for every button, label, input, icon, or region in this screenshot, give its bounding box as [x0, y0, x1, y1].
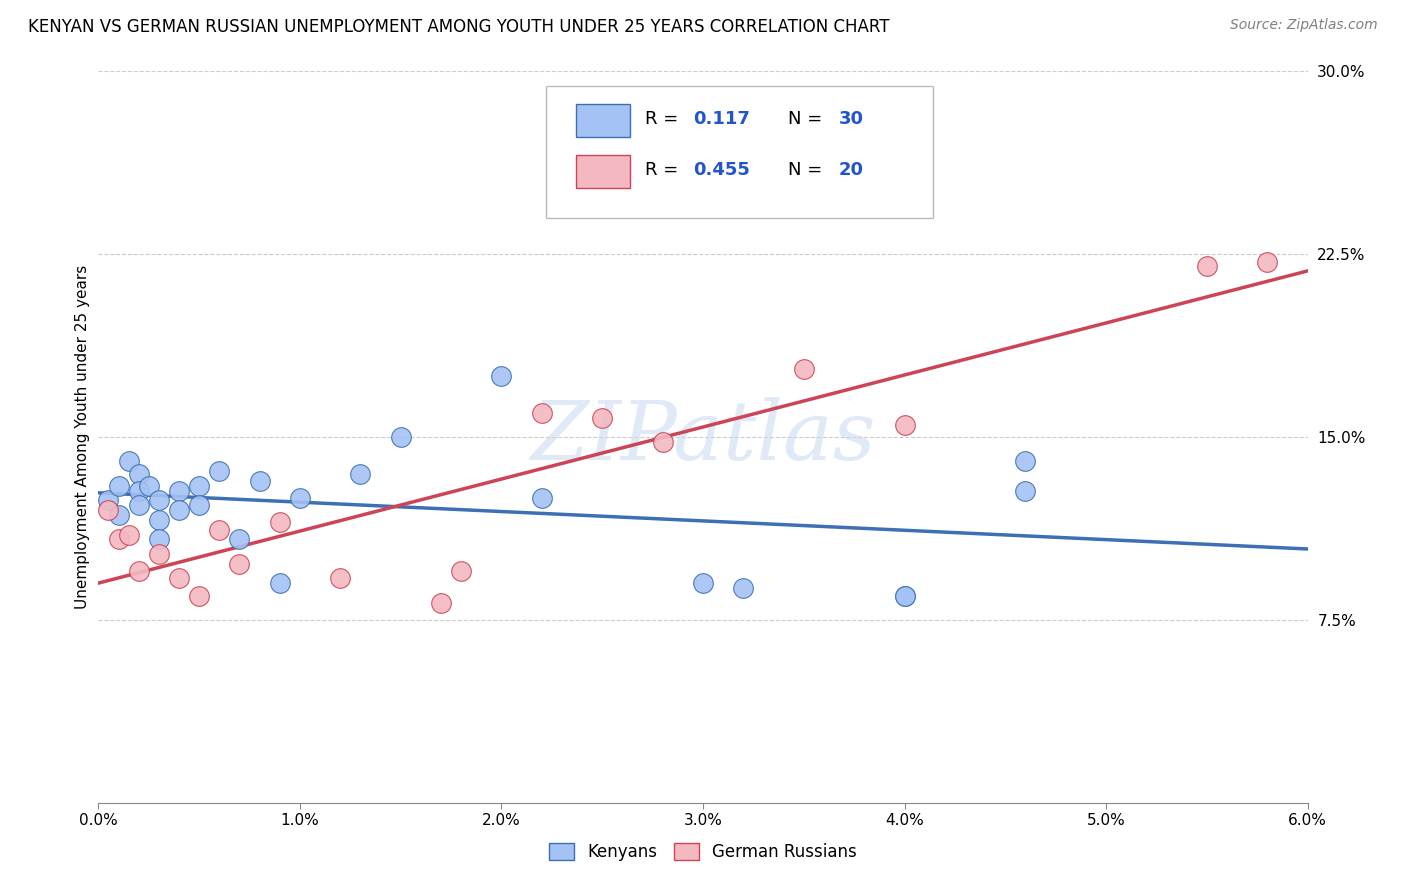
Text: ZIPatlas: ZIPatlas — [530, 397, 876, 477]
Point — [208, 464, 231, 478]
Text: 0.117: 0.117 — [693, 110, 751, 128]
Point — [530, 406, 553, 420]
FancyBboxPatch shape — [576, 155, 630, 188]
Point — [167, 572, 190, 586]
Point — [97, 493, 120, 508]
Point — [288, 491, 311, 505]
Point — [349, 467, 371, 481]
Text: Source: ZipAtlas.com: Source: ZipAtlas.com — [1230, 18, 1378, 32]
Point — [167, 483, 190, 498]
Point — [269, 576, 291, 591]
Point — [1014, 454, 1036, 468]
Point — [188, 589, 211, 603]
Point — [450, 564, 472, 578]
FancyBboxPatch shape — [546, 86, 932, 218]
Point — [118, 454, 141, 468]
Point — [530, 491, 553, 505]
Point — [1014, 483, 1036, 498]
Point — [107, 508, 129, 522]
Point — [128, 499, 150, 513]
Point — [329, 572, 352, 586]
Point — [651, 434, 673, 449]
Point — [430, 596, 453, 610]
Point — [128, 564, 150, 578]
Point — [793, 361, 815, 376]
Text: N =: N = — [787, 161, 828, 179]
Point — [148, 493, 170, 508]
Point — [148, 513, 170, 527]
Text: 30: 30 — [838, 110, 863, 128]
Point — [692, 576, 714, 591]
Point — [107, 533, 129, 547]
FancyBboxPatch shape — [576, 104, 630, 137]
Text: R =: R = — [645, 161, 683, 179]
Text: 20: 20 — [838, 161, 863, 179]
Point — [389, 430, 412, 444]
Point — [228, 533, 250, 547]
Point — [148, 547, 170, 561]
Point — [228, 557, 250, 571]
Point — [893, 589, 915, 603]
Point — [128, 483, 150, 498]
Point — [148, 533, 170, 547]
Point — [893, 589, 915, 603]
Point — [1195, 260, 1218, 274]
Text: R =: R = — [645, 110, 683, 128]
Point — [208, 523, 231, 537]
Point — [269, 516, 291, 530]
Text: 0.455: 0.455 — [693, 161, 751, 179]
Legend: Kenyans, German Russians: Kenyans, German Russians — [543, 836, 863, 868]
Point — [249, 474, 271, 488]
Point — [167, 503, 190, 517]
Point — [491, 369, 513, 384]
Point — [733, 581, 755, 595]
Text: N =: N = — [787, 110, 828, 128]
Point — [118, 527, 141, 541]
Point — [138, 479, 160, 493]
Point — [893, 417, 915, 432]
Point — [97, 503, 120, 517]
Point — [188, 499, 211, 513]
Point — [1256, 254, 1278, 268]
Point — [128, 467, 150, 481]
Y-axis label: Unemployment Among Youth under 25 years: Unemployment Among Youth under 25 years — [75, 265, 90, 609]
Point — [188, 479, 211, 493]
Text: KENYAN VS GERMAN RUSSIAN UNEMPLOYMENT AMONG YOUTH UNDER 25 YEARS CORRELATION CHA: KENYAN VS GERMAN RUSSIAN UNEMPLOYMENT AM… — [28, 18, 890, 36]
Point — [107, 479, 129, 493]
Point — [591, 410, 613, 425]
